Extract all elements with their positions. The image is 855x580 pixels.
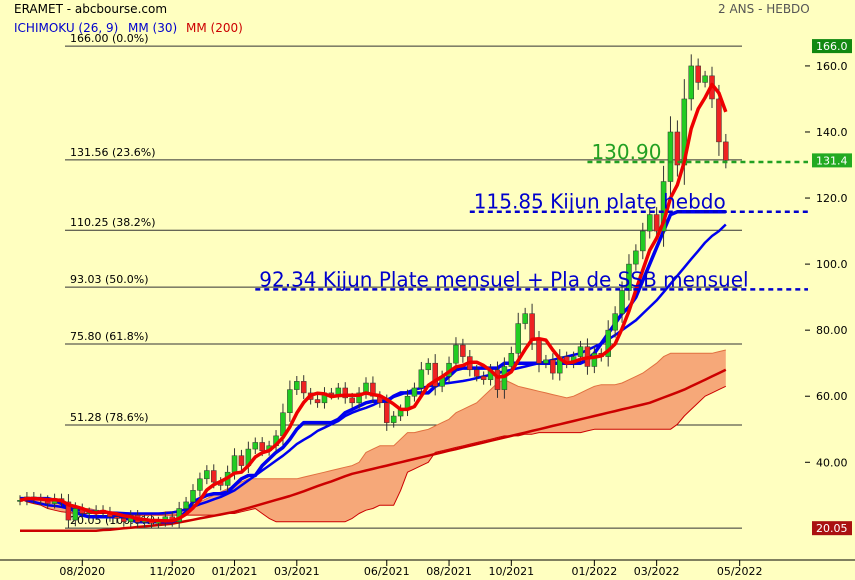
- candle-down: [114, 516, 120, 519]
- y-tick-label: 140.0: [816, 126, 848, 139]
- candle-up: [633, 250, 639, 265]
- candle-down: [65, 501, 72, 521]
- high-price-badge-text: 166.0: [816, 40, 848, 53]
- candle-down: [536, 339, 542, 364]
- candle-up: [522, 313, 528, 324]
- x-tick-label: 03/2022: [634, 565, 680, 578]
- candle-up: [390, 415, 397, 423]
- candle-down: [211, 470, 217, 483]
- source-label: ERAMET - abcbourse.com: [14, 2, 168, 16]
- high-price-badge: [812, 39, 852, 54]
- candle-up: [335, 387, 342, 395]
- fib-label-3: 93.03 (50.0%): [70, 273, 149, 286]
- candle-down: [349, 397, 355, 404]
- x-tick-label: 06/2021: [364, 565, 410, 578]
- y-tick-label: 80.00: [816, 324, 848, 337]
- candle-up: [453, 344, 459, 364]
- candle-up: [640, 230, 646, 252]
- x-tick-label: 08/2021: [426, 565, 472, 578]
- candle-up: [605, 329, 611, 357]
- candle-down: [121, 518, 127, 522]
- last-price-badge-text: 131.4: [816, 154, 848, 167]
- y-tick-label: 120.0: [816, 192, 848, 205]
- y-tick-label: 100.0: [816, 258, 848, 271]
- x-tick-label: 05/2022: [717, 565, 763, 578]
- candle-up: [667, 131, 674, 182]
- candle-down: [342, 387, 348, 399]
- candle-up: [197, 478, 203, 491]
- low-price-badge: [812, 521, 852, 536]
- fib-label-4: 75.80 (61.8%): [70, 330, 149, 343]
- annotation-label-2: 92.34 Kijun Plate mensuel + Pla de SSB m…: [259, 267, 748, 291]
- x-tick-label: 10/2021: [488, 565, 534, 578]
- ichimoku-cloud: [20, 350, 726, 522]
- candle-down: [238, 455, 245, 466]
- candle-up: [425, 362, 432, 371]
- candle-down: [716, 98, 722, 143]
- candle-up: [287, 389, 293, 413]
- period-label: 2 ANS - HEBDO: [718, 2, 810, 16]
- last-price-badge: [812, 153, 852, 168]
- candle-up: [515, 323, 521, 354]
- annotation-label-0: 130.90: [591, 140, 661, 164]
- low-price-badge-text: 20.05: [816, 522, 848, 535]
- fib-label-0: 166.00 (0.0%): [70, 32, 149, 45]
- candle-down: [653, 214, 660, 232]
- candle-up: [190, 490, 196, 503]
- candle-up: [204, 470, 210, 480]
- candle-up: [231, 455, 238, 473]
- candle-down: [473, 369, 480, 377]
- candle-down: [432, 362, 438, 387]
- candle-down: [695, 65, 701, 83]
- candle-up: [72, 508, 79, 521]
- x-tick-label: 03/2021: [274, 565, 320, 578]
- fib-label-1: 131.56 (23.6%): [70, 146, 156, 159]
- x-tick-label: 11/2020: [149, 565, 195, 578]
- candle-up: [688, 65, 694, 100]
- candle-up: [508, 353, 515, 367]
- candle-down: [480, 376, 487, 380]
- candle-up: [660, 181, 667, 232]
- x-tick-label: 01/2022: [572, 565, 618, 578]
- candle-down: [314, 399, 321, 404]
- candle-down: [259, 442, 265, 451]
- candle-down: [529, 313, 535, 341]
- candle-down: [300, 381, 307, 394]
- candle-down: [674, 131, 681, 166]
- x-tick-label: 01/2021: [212, 565, 258, 578]
- candle-up: [418, 369, 425, 389]
- candle-up: [252, 442, 259, 450]
- y-tick-label: 40.00: [816, 456, 848, 469]
- candle-up: [577, 346, 584, 357]
- candle-up: [543, 359, 549, 364]
- y-tick-label: 160.0: [816, 60, 848, 73]
- tenkan-line: [19, 82, 728, 523]
- candle-up: [356, 392, 362, 404]
- candle-down: [550, 359, 556, 374]
- indicator-ichimoku: ICHIMOKU (26, 9): [14, 21, 119, 35]
- candle-up: [183, 501, 189, 509]
- x-tick-label: 08/2020: [59, 565, 105, 578]
- candle-down: [494, 369, 501, 390]
- candle-down: [723, 141, 729, 161]
- candle-up: [612, 313, 618, 331]
- fib-label-2: 110.25 (38.2%): [70, 216, 156, 229]
- candle-up: [411, 387, 418, 397]
- candle-up: [619, 290, 625, 314]
- annotation-label-1: 115.85 Kijun plate hebdo: [474, 190, 726, 214]
- candle-up: [702, 75, 708, 83]
- indicator-mm30: MM (30): [128, 21, 178, 35]
- y-tick-label: 60.00: [816, 390, 848, 403]
- candle-up: [646, 214, 653, 232]
- candle-up: [294, 381, 300, 390]
- fib-label-5: 51.28 (78.6%): [70, 411, 149, 424]
- candle-down: [460, 344, 466, 357]
- indicator-mm200: MM (200): [186, 21, 243, 35]
- candle-up: [591, 353, 598, 367]
- candle-down: [384, 402, 390, 423]
